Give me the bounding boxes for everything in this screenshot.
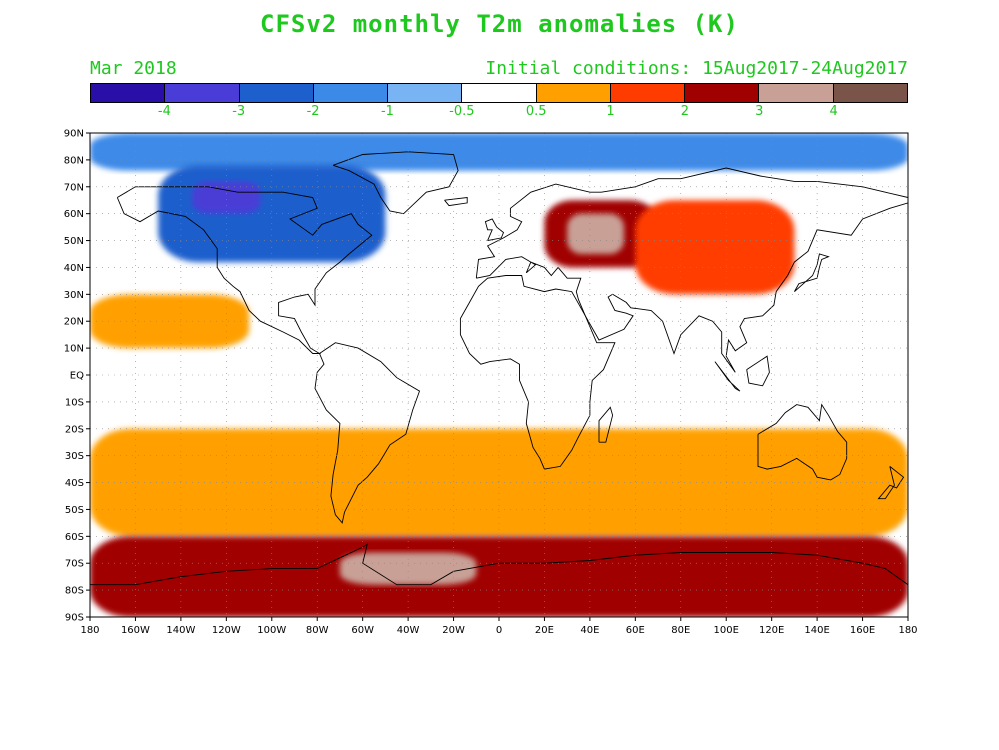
coastline (444, 196, 468, 207)
colorbar (90, 83, 908, 103)
lat-tick-label: 50S (65, 505, 84, 516)
lon-tick-label: 100W (257, 625, 286, 636)
lat-tick-label: 10S (65, 397, 84, 408)
colorbar-swatch (610, 84, 686, 102)
colorbar-label: 3 (755, 104, 764, 119)
lon-tick-label: 100E (714, 625, 739, 636)
colorbar-label: -2 (306, 104, 320, 119)
colorbar-label: 0.5 (525, 104, 547, 119)
lat-tick-label: 80N (64, 155, 84, 166)
colorbar-label: 1 (606, 104, 615, 119)
colorbar-label: -1 (380, 104, 394, 119)
anomaly-region-antarctic-warm (90, 536, 908, 617)
colorbar-labels: -4 -3 -2 -1 -0.5 0.5 1 2 3 4 (90, 104, 908, 122)
lon-tick-label: 140E (804, 625, 829, 636)
coastline (475, 167, 908, 373)
colorbar-label: 2 (680, 104, 690, 119)
lat-tick-label: 80S (65, 586, 84, 597)
coastline (757, 403, 848, 481)
lon-tick-label: 140W (166, 625, 195, 636)
lat-tick-label: 50N (64, 236, 84, 247)
coastline (598, 406, 614, 443)
lon-tick-label: 120W (212, 625, 241, 636)
anomaly-region-tropical-pacific-warm (90, 294, 250, 349)
lon-tick-label: 180 (80, 625, 99, 636)
colorbar-swatch (313, 84, 389, 102)
lat-tick-label: 90S (65, 613, 84, 624)
lat-tick-label: 70S (65, 559, 84, 570)
lon-tick-label: 20E (535, 625, 554, 636)
colorbar-swatch (685, 84, 760, 102)
lat-tick-label: 60N (64, 209, 84, 220)
anomaly-region-antarctic-core (339, 552, 477, 585)
lat-tick-label: 20S (65, 424, 84, 435)
colorbar-swatch (759, 84, 834, 102)
lon-tick-label: 60W (351, 625, 374, 636)
coastline (314, 342, 421, 524)
colorbar-label: -0.5 (449, 104, 475, 119)
colorbar-swatch (833, 84, 907, 102)
lon-tick-label: 40E (580, 625, 599, 636)
colorbar-swatch (165, 84, 240, 102)
anomaly-region-europe-core-warm (567, 213, 624, 254)
lat-tick-label: 30S (65, 451, 84, 462)
coastline (459, 275, 616, 470)
lon-tick-label: 20W (442, 625, 465, 636)
lon-tick-label: 180 (898, 625, 917, 636)
lat-tick-label: 60S (65, 532, 84, 543)
colorbar-label: -4 (157, 104, 171, 119)
colorbar-swatch (388, 84, 463, 102)
lat-tick-label: 70N (64, 182, 84, 193)
coastline (484, 218, 505, 242)
lon-tick-label: 80E (671, 625, 690, 636)
lat-tick-label: 40N (64, 263, 84, 274)
anomaly-region-canada-core-cold (192, 181, 261, 214)
lat-tick-label: 10N (64, 344, 84, 355)
lat-tick-label: 30N (64, 290, 84, 301)
coastline (714, 361, 741, 392)
lon-tick-label: 0 (496, 625, 502, 636)
colorbar-swatch (462, 84, 537, 102)
lat-tick-label: 40S (65, 478, 84, 489)
colorbar-label: 4 (829, 104, 838, 119)
coastline (877, 466, 905, 500)
colorbar-label: -3 (232, 104, 246, 119)
colorbar-swatch (91, 84, 166, 102)
initial-conditions: Initial conditions: 15Aug2017-24Aug2017 (485, 58, 908, 79)
colorbar-swatch (536, 84, 611, 102)
coastline (794, 253, 830, 292)
forecast-month: Mar 2018 (90, 58, 177, 79)
gridlines (90, 133, 908, 617)
lon-tick-label: 160W (121, 625, 150, 636)
coastline (90, 543, 908, 586)
lat-tick-label: 20N (64, 317, 84, 328)
lat-tick-label: EQ (70, 371, 84, 382)
lon-tick-label: 120E (759, 625, 784, 636)
colorbar-swatch (239, 84, 314, 102)
lon-tick-label: 40W (397, 625, 420, 636)
latitude-axis: 90N 80N 70N 60N 50N 40N 30N 20N 10N EQ 10S 20S 30S 40… (64, 129, 90, 624)
map-title: CFSv2 monthly T2m anomalies (K) (260, 10, 739, 38)
coastline (116, 186, 373, 354)
coastlines (90, 151, 908, 586)
coastline (746, 355, 770, 387)
lon-tick-label: 60E (626, 625, 645, 636)
lon-tick-label: 80W (306, 625, 329, 636)
lat-tick-label: 90N (64, 129, 84, 140)
lon-tick-label: 160E (850, 625, 875, 636)
longitude-axis: 180 160W 140W 120W 100W 80W 60W 40W 20W 0 20E 40E 60… (80, 617, 918, 636)
anomaly-region-asia-warm (635, 200, 795, 295)
